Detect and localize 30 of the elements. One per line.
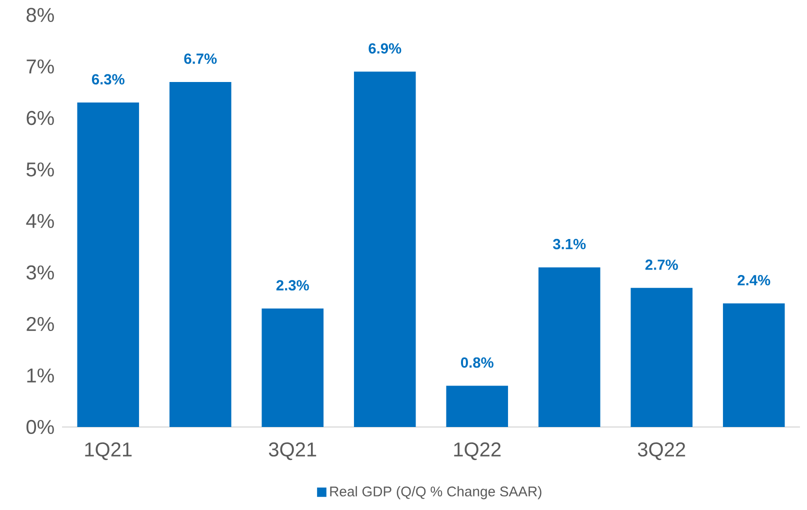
data-label: 2.4% bbox=[738, 275, 770, 286]
y-tick-label: 8% bbox=[26, 8, 54, 22]
y-tick-label: 2% bbox=[26, 316, 54, 332]
y-tick-label: 1% bbox=[27, 368, 54, 382]
data-label: 2.7% bbox=[645, 260, 678, 270]
data-label: 6.3% bbox=[92, 74, 124, 85]
y-tick-label: 3% bbox=[26, 265, 54, 280]
x-tick-label: 3Q21 bbox=[268, 442, 316, 460]
data-label: 6.9% bbox=[368, 43, 402, 54]
x-tick-label: 3Q22 bbox=[638, 442, 686, 460]
y-tick-label: 7% bbox=[26, 60, 54, 74]
data-label: 6.7% bbox=[184, 54, 217, 64]
x-tick-label: 1Q22 bbox=[454, 442, 501, 460]
bar bbox=[262, 308, 324, 427]
bar bbox=[630, 288, 693, 427]
data-label: 3.1% bbox=[552, 238, 586, 250]
bar bbox=[169, 82, 232, 427]
y-tick-label: 0% bbox=[26, 420, 54, 434]
bar bbox=[446, 386, 508, 427]
legend-label: Real GDP (Q/Q % Change SAAR) bbox=[330, 486, 542, 500]
bar bbox=[538, 267, 600, 427]
data-label: 2.3% bbox=[276, 280, 309, 290]
data-label: 0.8% bbox=[460, 357, 494, 368]
bar bbox=[77, 102, 140, 427]
x-tick-label: 1Q21 bbox=[85, 442, 132, 460]
y-tick-label: 5% bbox=[26, 162, 54, 177]
y-tick-label: 6% bbox=[26, 110, 54, 126]
y-tick-label: 4% bbox=[26, 214, 54, 228]
bar bbox=[354, 72, 416, 427]
bar bbox=[722, 303, 785, 427]
